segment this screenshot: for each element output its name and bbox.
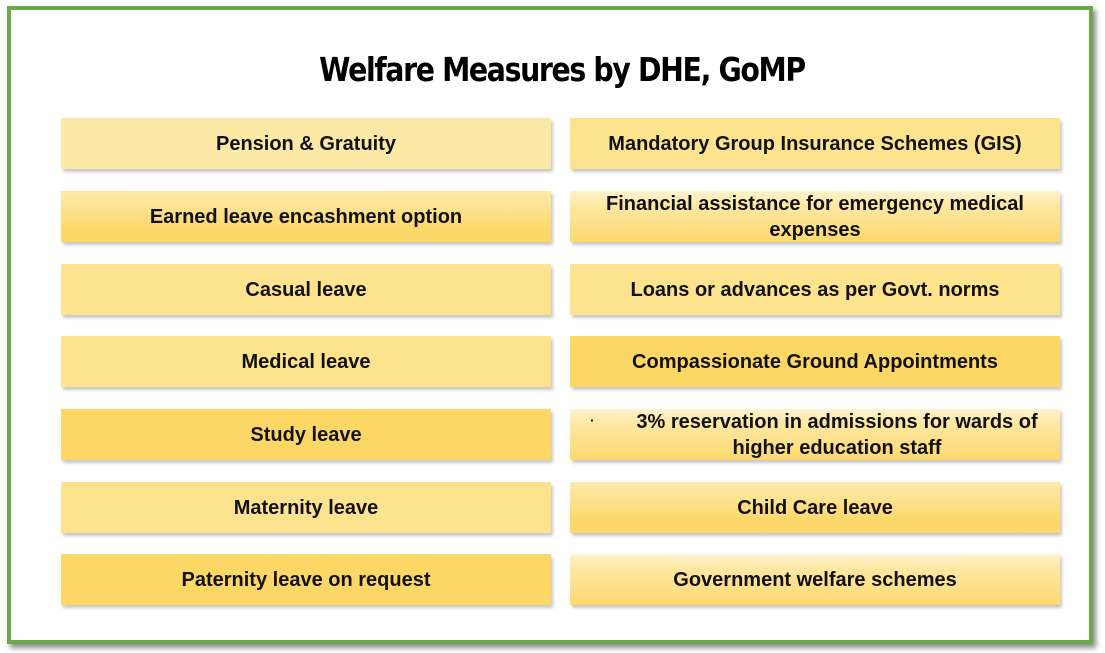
welfare-item-earned-leave-encashment: Earned leave encashment option bbox=[61, 191, 551, 242]
welfare-item-paternity-leave: Paternity leave on request bbox=[61, 554, 551, 605]
welfare-item-study-leave: Study leave bbox=[61, 409, 551, 460]
welfare-item-medical-leave: Medical leave bbox=[61, 336, 551, 387]
welfare-item-casual-leave: Casual leave bbox=[61, 264, 551, 315]
welfare-item-pension-gratuity: Pension & Gratuity bbox=[61, 118, 551, 169]
welfare-item-government-schemes: Government welfare schemes bbox=[570, 554, 1060, 605]
welfare-item-medical-assistance: Financial assistance for emergency medic… bbox=[570, 191, 1060, 242]
welfare-item-admission-reservation-label: 3% reservation in admissions for wards o… bbox=[636, 410, 1038, 459]
slide-frame: Welfare Measures by DHE, GoMP Pension & … bbox=[7, 6, 1093, 644]
welfare-item-maternity-leave: Maternity leave bbox=[61, 482, 551, 533]
page-title: Welfare Measures by DHE, GoMP bbox=[319, 50, 806, 89]
welfare-item-loans-advances: Loans or advances as per Govt. norms bbox=[570, 264, 1060, 315]
welfare-item-group-insurance: Mandatory Group Insurance Schemes (GIS) bbox=[570, 118, 1060, 169]
welfare-item-child-care-leave: Child Care leave bbox=[570, 482, 1060, 533]
welfare-item-compassionate-appointments: Compassionate Ground Appointments bbox=[570, 336, 1060, 387]
bullet-dot-icon: · bbox=[590, 412, 595, 428]
welfare-item-admission-reservation: · 3% reservation in admissions for wards… bbox=[570, 409, 1060, 460]
